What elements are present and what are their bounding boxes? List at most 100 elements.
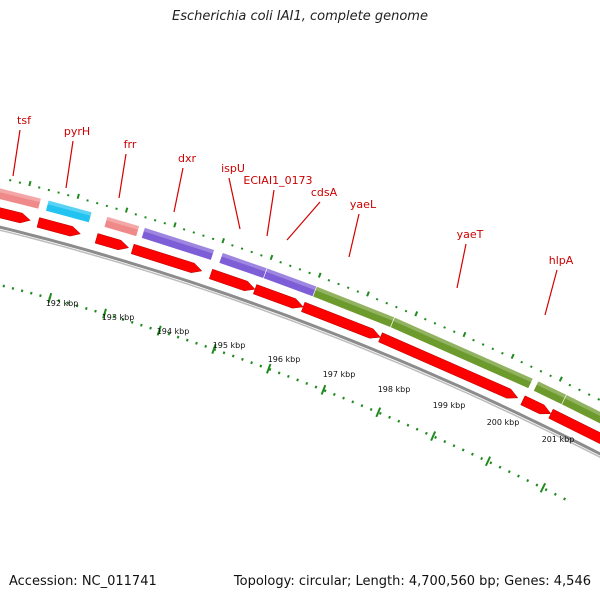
upper-tick: [115, 207, 118, 210]
gene-label-ECIAI1_0173: ECIAI1_0173: [243, 174, 312, 187]
upper-tick: [404, 309, 408, 313]
gene-bar-frr: [103, 216, 140, 237]
genome-title: Escherichia coli IAI1, complete genome: [172, 9, 428, 24]
upper-tick: [28, 180, 32, 187]
upper-tick: [520, 360, 524, 364]
cds-arrow-pyrH: [36, 217, 81, 237]
ruler-label: 199 kbp: [433, 401, 466, 410]
ruler-dot: [553, 492, 557, 496]
upper-tick: [327, 278, 331, 282]
ruler-dot: [507, 470, 511, 474]
upper-tick: [47, 188, 51, 192]
gene-label-ispU: ispU: [221, 162, 245, 175]
tick-layer: [9, 179, 600, 401]
upper-tick: [414, 311, 419, 317]
upper-tick: [298, 268, 302, 271]
ruler-dot: [213, 348, 217, 352]
gene-bar-highlight: [393, 317, 534, 383]
gene-bar-highlight: [536, 381, 567, 399]
upper-tick: [231, 244, 234, 247]
gene-bar-highlight: [0, 188, 42, 203]
gene-bar-highlight: [106, 216, 140, 230]
leader-line-frr: [118, 153, 127, 199]
ruler-label: 201 kbp: [542, 435, 575, 444]
ruler-label: 197 kbp: [323, 370, 356, 379]
upper-tick: [57, 191, 60, 194]
ruler-dot: [57, 299, 61, 303]
ruler-dot: [461, 448, 465, 452]
gene-label-cdsA: cdsA: [311, 186, 338, 199]
ruler-dot: [452, 444, 456, 448]
ruler-major-tick: [320, 384, 327, 395]
leader-line-pyrH: [65, 140, 74, 189]
upper-tick: [153, 219, 157, 222]
ruler-dot: [443, 440, 447, 444]
gene-bar-highlight: [143, 227, 215, 254]
upper-tick: [86, 199, 89, 202]
upper-tick: [433, 322, 437, 325]
gene-label-yaeT: yaeT: [457, 228, 484, 241]
topology-summary: Topology: circular; Length: 4,700,560 bp…: [233, 574, 591, 589]
leader-line-ECIAI1_0173: [266, 189, 275, 237]
gene-label-hlpA: hlpA: [549, 254, 574, 267]
upper-tick: [481, 343, 485, 346]
gene-label-yaeL: yaeL: [350, 198, 377, 211]
upper-tick: [144, 216, 147, 219]
ruler-dot: [39, 294, 42, 298]
upper-tick: [260, 254, 263, 257]
upper-tick: [366, 291, 370, 297]
ruler-dot: [204, 344, 208, 348]
upper-tick: [356, 290, 360, 293]
ruler-dot: [277, 371, 281, 375]
upper-tick: [269, 254, 274, 261]
ruler-dot: [332, 392, 336, 396]
upper-tick: [578, 388, 581, 392]
upper-tick: [462, 331, 467, 338]
upper-tick: [539, 369, 543, 373]
ruler-dot: [176, 335, 180, 339]
upper-tick: [308, 271, 311, 275]
gene-label-frr: frr: [124, 138, 137, 151]
ruler-dot: [259, 364, 263, 368]
gene-label-dxr: dxr: [178, 152, 196, 165]
ruler-major-tick: [539, 482, 547, 493]
ruler-dot: [167, 332, 171, 336]
upper-tick: [568, 383, 572, 387]
ruler-dot: [112, 315, 116, 319]
ruler-dot: [415, 427, 419, 431]
ruler-dot: [130, 320, 134, 324]
upper-tick: [202, 234, 205, 237]
leader-line-dxr: [173, 167, 184, 213]
cds-arrow-yaeL: [378, 332, 519, 399]
ruler-major-tick: [211, 343, 217, 355]
ruler-dot: [498, 465, 502, 469]
backbone-shadow: [0, 229, 600, 458]
ruler-major-tick: [430, 431, 437, 442]
leader-line-yaeL: [348, 213, 360, 258]
upper-tick: [472, 338, 475, 342]
gene-bar-highlight: [265, 268, 317, 291]
ruler-dot: [535, 483, 539, 487]
upper-tick: [423, 317, 427, 321]
cds-arrow-ECIAI1_0173: [252, 284, 304, 309]
ruler-label: 192 kbp: [46, 299, 79, 308]
upper-tick: [182, 228, 186, 231]
ruler-major-tick: [47, 292, 53, 304]
feature-layer: [0, 187, 600, 425]
ruler-dot: [195, 341, 198, 345]
ruler-dot: [388, 415, 391, 419]
ruler-dot: [470, 452, 474, 456]
upper-tick: [163, 222, 167, 225]
upper-tick: [491, 347, 495, 351]
gene-bar-dxr: [141, 227, 215, 261]
ruler-dot: [11, 286, 15, 290]
gene-bar-highlight: [221, 252, 268, 272]
ruler-dot: [296, 378, 299, 382]
upper-tick: [76, 193, 80, 200]
upper-tick: [385, 301, 389, 305]
upper-tick: [105, 204, 109, 208]
ruler-major-tick: [484, 456, 492, 467]
leader-line-ispU: [228, 177, 241, 230]
ruler-dot: [314, 385, 318, 389]
ruler-dot: [378, 411, 382, 415]
